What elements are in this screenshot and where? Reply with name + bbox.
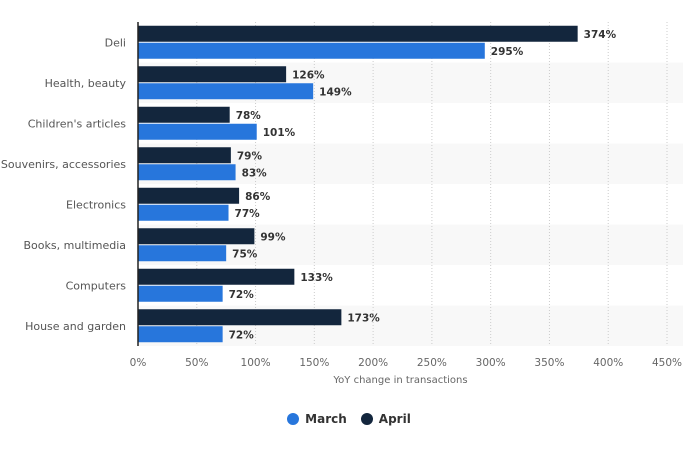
data-label-april: 79% [237,150,263,162]
data-label-march: 101% [263,127,296,139]
bar-march [138,42,485,59]
x-tick-label: 450% [652,357,682,369]
bar-april [138,228,255,245]
data-label-april: 374% [584,29,617,41]
x-tick-label: 50% [185,357,208,369]
category-label: Children's articles [28,117,127,130]
data-labels: 374% 295% 126% 149% 78%101%79% 83% 86% 77% 99%75… [229,29,617,342]
data-label-march: 72% [229,329,255,341]
legend-item-april[interactable]: April [360,412,411,426]
category-label: House and garden [25,320,126,333]
data-label-april: 173% [347,312,380,324]
legend-item-march[interactable]: March [287,412,347,426]
data-label-march: 149% [319,86,352,98]
bar-april [138,147,231,164]
data-label-march: 72% [229,289,255,301]
x-tick-label: 100% [241,357,271,369]
bar-march [138,123,257,140]
bar-march [138,245,227,262]
data-label-april: 78% [236,110,262,122]
bar-april [138,106,230,123]
data-label-march: 295% [491,46,524,58]
bar-march [138,285,223,302]
x-axis-title: YoY change in transactions [332,375,467,386]
x-tick-label: 150% [299,357,329,369]
bar-march [138,204,229,221]
bar-april [138,66,287,83]
x-tick-label: 250% [417,357,447,369]
category-label: Souvenirs, accessories [1,158,126,171]
x-tick-label: 0% [130,357,147,369]
category-label: Health, beauty [45,77,127,90]
march-dot-icon [287,413,300,425]
x-tick-label: 350% [534,357,564,369]
legend: March April [0,412,698,426]
data-label-april: 133% [300,272,333,284]
data-label-march: 77% [235,208,261,220]
data-label-april: 99% [260,231,286,243]
data-label-march: 75% [232,248,258,260]
bar-april [138,187,240,204]
bar-march [138,326,223,343]
category-labels: Deli Health, beauty Children's articles Sou… [1,36,127,333]
x-tick-label: 300% [476,357,506,369]
x-tick-labels: 0% 50% 100% 150% 200% 250% 300% 350% 400% 450% [130,357,682,369]
data-label-april: 86% [245,191,271,203]
bar-april [138,309,342,326]
bar-april [138,25,578,42]
row-bands [138,62,683,346]
x-tick-label: 400% [593,357,623,369]
bar-april [138,268,295,285]
bars [138,25,578,343]
legend-label-march: March [305,412,347,426]
category-label: Electronics [66,198,126,211]
bar-march [138,83,314,100]
bar-march [138,164,236,181]
data-label-march: 83% [242,167,268,179]
category-label: Deli [105,36,126,49]
x-tick-label: 200% [358,357,388,369]
category-label: Books, multimedia [24,239,126,252]
april-dot-icon [360,413,373,425]
legend-label-april: April [378,412,411,426]
data-label-april: 126% [292,69,325,81]
category-label: Computers [66,279,127,292]
